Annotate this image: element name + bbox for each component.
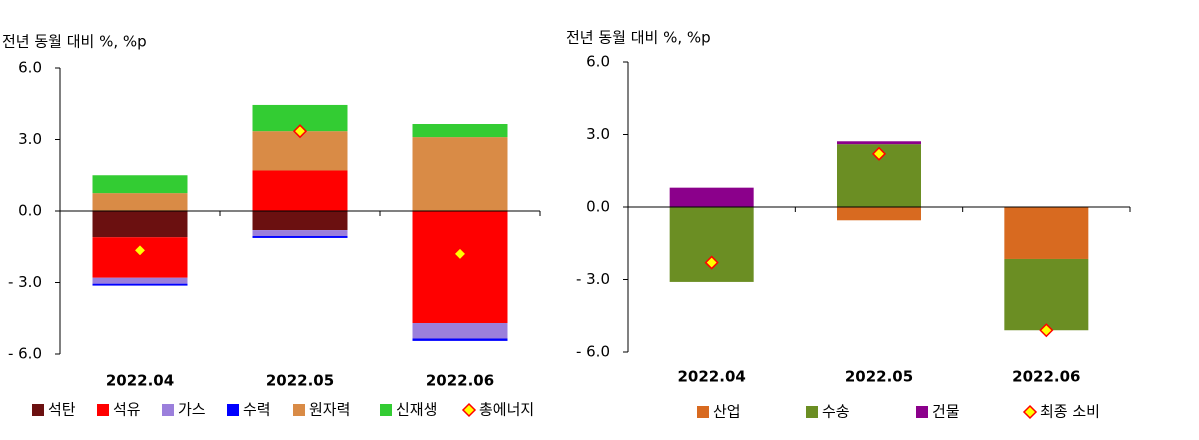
legend-marker	[1022, 404, 1038, 420]
bar-segment	[412, 338, 508, 341]
legend-label: 원자력	[309, 401, 350, 419]
legend-swatch	[293, 404, 305, 416]
bar-segment	[252, 211, 348, 231]
legend-swatch	[380, 404, 392, 416]
total-marker	[132, 243, 148, 258]
legend-label: 신재생	[396, 401, 437, 419]
y-tick-label: 6.0	[586, 53, 610, 71]
bar-segment	[412, 137, 508, 211]
legend-swatch	[227, 404, 239, 416]
bar-segment	[92, 193, 188, 211]
bar-segment	[92, 175, 188, 194]
y-tick-label: 6.0	[18, 59, 42, 77]
total-marker	[871, 146, 887, 161]
legend-swatch	[97, 404, 109, 416]
bar-segment	[412, 124, 508, 138]
legend-label: 산업	[713, 403, 741, 421]
y-tick-label: - 3.0	[576, 270, 610, 288]
bar-segment	[252, 170, 348, 211]
x-tick-label: 2022.06	[426, 372, 494, 390]
y-tick-label: - 6.0	[8, 345, 42, 363]
legend-marker	[461, 402, 477, 418]
x-tick-label: 2022.05	[845, 368, 913, 386]
total-marker	[1039, 323, 1054, 338]
y-tick-label: 3.0	[586, 125, 610, 143]
bar-segment	[252, 236, 348, 238]
legend-label: 최종 소비	[1040, 403, 1100, 421]
x-tick-label: 2022.04	[106, 372, 174, 390]
y-tick-label: 3.0	[18, 130, 42, 148]
bar-segment	[1004, 258, 1089, 331]
y-axis-label: 전년 동월 대비 %, %p	[566, 29, 711, 47]
bar-segment	[837, 207, 921, 221]
legend-label: 총에너지	[479, 401, 534, 419]
y-axis-label: 전년 동월 대비 %, %p	[2, 33, 147, 51]
bar-segment	[92, 283, 188, 286]
bar-segment	[252, 230, 348, 237]
x-tick-label: 2022.05	[266, 372, 334, 390]
legend-label: 석탄	[48, 401, 76, 419]
bar-segment	[412, 323, 508, 339]
x-tick-label: 2022.06	[1012, 368, 1080, 386]
legend-label: 가스	[178, 401, 206, 419]
y-tick-label: - 3.0	[8, 273, 42, 291]
legend-swatch	[697, 406, 709, 418]
total-marker	[452, 246, 468, 261]
x-tick-label: 2022.04	[678, 368, 746, 386]
legend-label: 수력	[243, 401, 271, 419]
legend-swatch	[32, 404, 44, 416]
legend-label: 수송	[822, 403, 850, 421]
bar-segment	[837, 141, 921, 145]
y-tick-label: 0.0	[18, 202, 42, 220]
y-tick-label: 0.0	[586, 198, 610, 216]
bar-segment	[92, 211, 188, 238]
bar-segment	[669, 207, 754, 282]
bar-segment	[412, 211, 508, 324]
legend-swatch	[916, 406, 928, 418]
bar-segment	[669, 187, 754, 207]
legend-label: 석유	[113, 401, 141, 419]
bar-segment	[1004, 207, 1089, 259]
y-tick-label: - 6.0	[576, 343, 610, 361]
legend-swatch	[806, 406, 818, 418]
total-marker	[292, 124, 308, 139]
total-marker	[704, 255, 719, 270]
legend-label: 건물	[932, 403, 960, 421]
bar-segment	[92, 277, 188, 284]
legend-swatch	[162, 404, 174, 416]
